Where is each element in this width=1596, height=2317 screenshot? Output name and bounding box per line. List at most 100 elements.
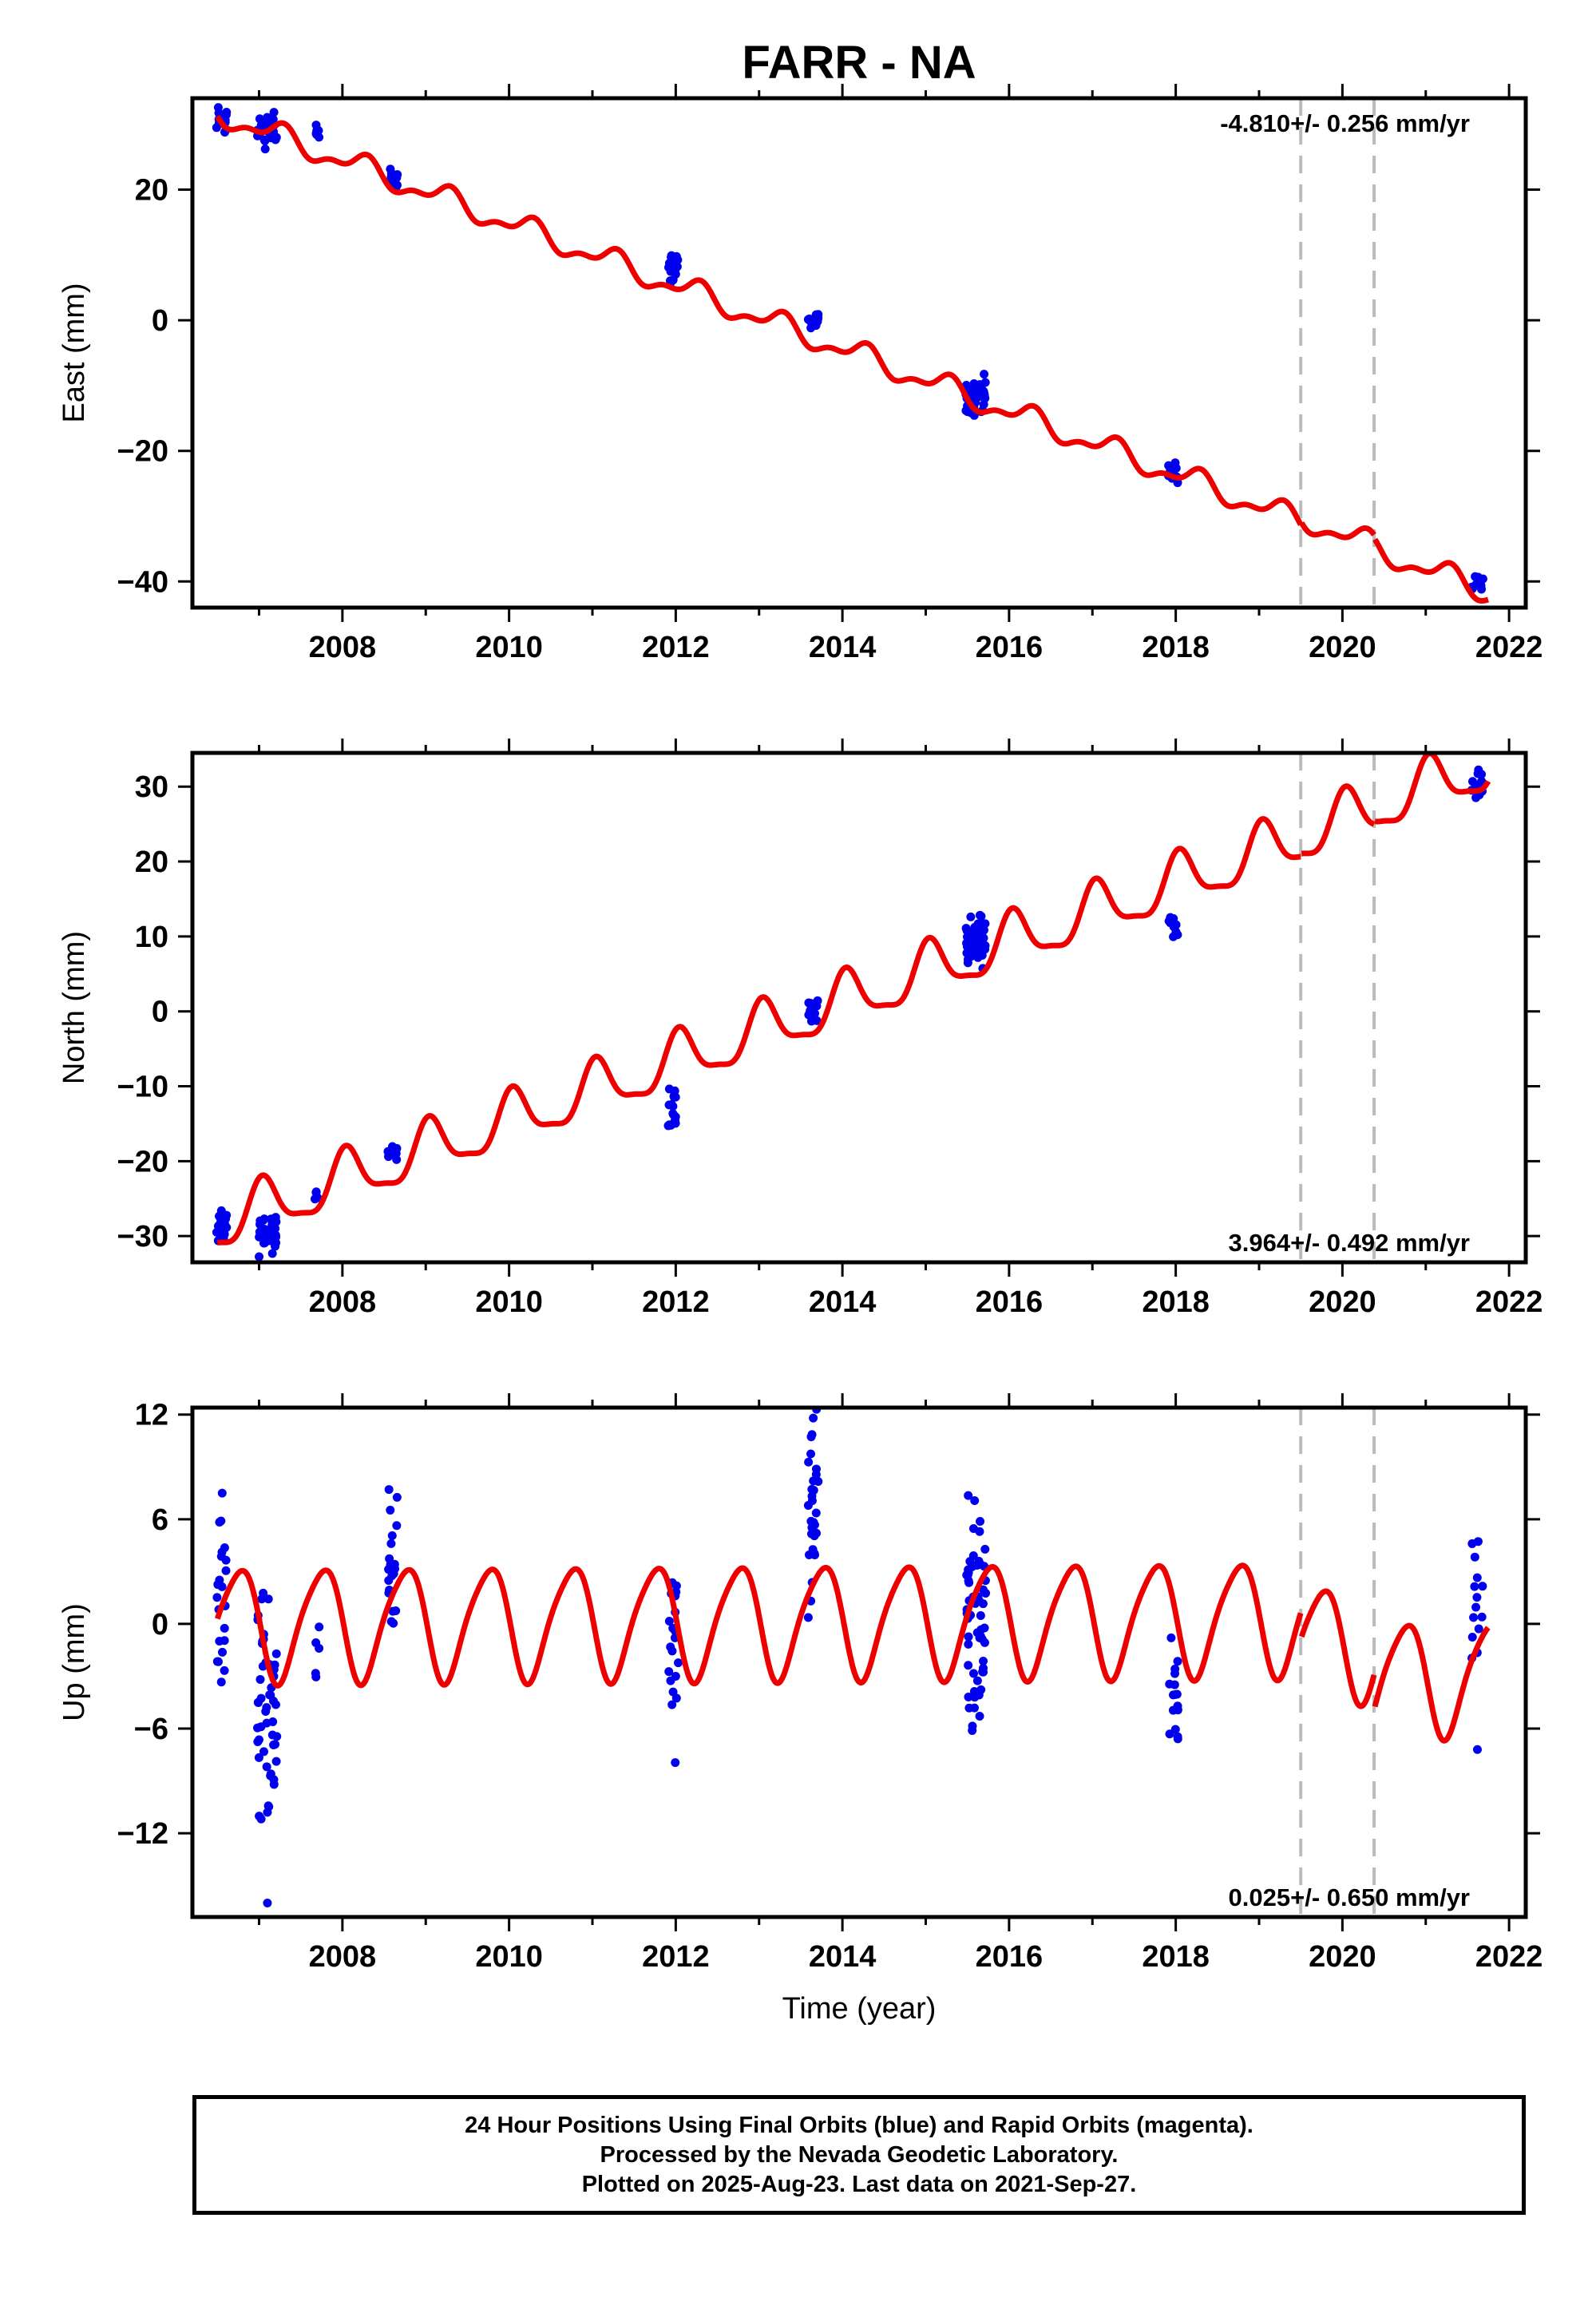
model-fit-line bbox=[215, 753, 1491, 1246]
x-tick-label: 2016 bbox=[976, 1285, 1044, 1319]
x-tick-label: 2008 bbox=[309, 1285, 377, 1319]
data-point bbox=[979, 386, 988, 396]
north-panel: 2008 2010 2012 2014 2016 2018 2020 2022−30−20−1… bbox=[57, 739, 1543, 1319]
data-point bbox=[1165, 1679, 1174, 1689]
figure-title: FARR - NA bbox=[742, 37, 976, 89]
data-point bbox=[667, 1700, 677, 1709]
data-point bbox=[1467, 1632, 1477, 1642]
data-point bbox=[811, 1470, 821, 1479]
data-point bbox=[214, 109, 224, 118]
data-point bbox=[256, 1693, 266, 1703]
data-point bbox=[387, 1531, 397, 1540]
data-point bbox=[392, 1492, 402, 1502]
data-point bbox=[1166, 1633, 1176, 1642]
data-point bbox=[814, 312, 823, 322]
data-point bbox=[978, 1667, 988, 1677]
data-point bbox=[389, 1569, 398, 1578]
data-point bbox=[1470, 1582, 1479, 1591]
data-point bbox=[269, 1780, 279, 1789]
data-point bbox=[970, 1496, 980, 1506]
x-axis-label: Time (year) bbox=[782, 1992, 937, 2026]
y-axis-label: North (mm) bbox=[57, 931, 91, 1084]
data-point bbox=[392, 180, 402, 190]
x-tick-label: 2014 bbox=[809, 1285, 877, 1319]
data-point bbox=[1173, 1701, 1182, 1711]
data-point bbox=[1472, 1593, 1482, 1602]
data-point bbox=[964, 1692, 973, 1701]
data-point bbox=[964, 1639, 973, 1649]
data-point bbox=[973, 933, 983, 942]
data-point bbox=[964, 1632, 973, 1642]
data-point bbox=[386, 1617, 396, 1626]
data-point bbox=[216, 1677, 226, 1687]
y-tick-label: 20 bbox=[135, 174, 168, 208]
x-tick-label: 2012 bbox=[642, 1285, 710, 1319]
data-point bbox=[807, 1430, 817, 1440]
caption-line-1: 24 Hour Positions Using Final Orbits (bl… bbox=[465, 2112, 1253, 2138]
x-tick-label: 2020 bbox=[1309, 1285, 1376, 1319]
data-point bbox=[980, 394, 990, 403]
y-tick-label: 12 bbox=[135, 1399, 168, 1432]
data-point bbox=[666, 1642, 675, 1652]
data-point bbox=[1478, 1582, 1487, 1591]
x-tick-label: 2016 bbox=[976, 1940, 1044, 1974]
data-point bbox=[388, 1606, 398, 1616]
data-point bbox=[671, 1092, 680, 1102]
data-point bbox=[216, 1551, 226, 1561]
data-point bbox=[218, 1647, 228, 1657]
data-point bbox=[265, 1690, 275, 1700]
data-point bbox=[1469, 1613, 1479, 1622]
data-point bbox=[271, 1700, 280, 1709]
x-tick-label: 2010 bbox=[475, 1940, 543, 1974]
data-point bbox=[271, 1649, 281, 1658]
data-point bbox=[980, 941, 990, 950]
data-point bbox=[220, 1623, 229, 1633]
data-point bbox=[259, 1747, 269, 1757]
data-point bbox=[978, 1599, 988, 1609]
data-point bbox=[386, 1539, 396, 1548]
data-point bbox=[978, 1657, 988, 1666]
data-point bbox=[388, 173, 398, 183]
y-tick-label: 0 bbox=[152, 996, 168, 1029]
data-point bbox=[212, 123, 221, 133]
x-tick-label: 2014 bbox=[809, 631, 877, 664]
data-point bbox=[964, 1661, 973, 1670]
model-fit-line bbox=[214, 1562, 1491, 1744]
x-tick-label: 2020 bbox=[1309, 631, 1376, 664]
x-tick-label: 2016 bbox=[976, 631, 1044, 664]
data-point bbox=[1474, 1624, 1483, 1634]
data-point bbox=[671, 1672, 680, 1681]
data-point bbox=[1472, 1573, 1482, 1582]
data-point bbox=[806, 1516, 816, 1526]
data-point bbox=[1171, 920, 1181, 929]
data-point bbox=[963, 1570, 972, 1579]
data-point bbox=[271, 1242, 280, 1251]
data-point bbox=[220, 1543, 229, 1553]
data-point bbox=[968, 1669, 978, 1678]
data-point bbox=[1476, 581, 1486, 591]
data-point bbox=[664, 1617, 674, 1626]
data-point bbox=[267, 1214, 276, 1224]
velocity-label: 0.025+/- 0.650 mm/yr bbox=[1229, 1883, 1470, 1911]
data-point bbox=[263, 1899, 272, 1908]
data-point bbox=[671, 252, 681, 261]
data-point bbox=[253, 1723, 263, 1733]
data-point bbox=[314, 125, 323, 135]
data-point bbox=[392, 1521, 402, 1531]
data-point bbox=[254, 1753, 263, 1762]
data-point bbox=[216, 1516, 226, 1526]
data-point bbox=[259, 135, 269, 145]
data-point bbox=[253, 1737, 263, 1746]
data-point bbox=[813, 996, 822, 1005]
x-tick-label: 2022 bbox=[1475, 631, 1543, 664]
data-point bbox=[1165, 917, 1174, 926]
data-point bbox=[671, 1693, 681, 1703]
y-axis-label: East (mm) bbox=[57, 283, 91, 422]
data-point bbox=[670, 264, 679, 274]
x-tick-label: 2008 bbox=[309, 1940, 377, 1974]
data-point bbox=[664, 1084, 674, 1094]
data-point bbox=[1173, 1732, 1182, 1741]
x-tick-label: 2018 bbox=[1142, 631, 1210, 664]
data-point bbox=[806, 1016, 816, 1026]
